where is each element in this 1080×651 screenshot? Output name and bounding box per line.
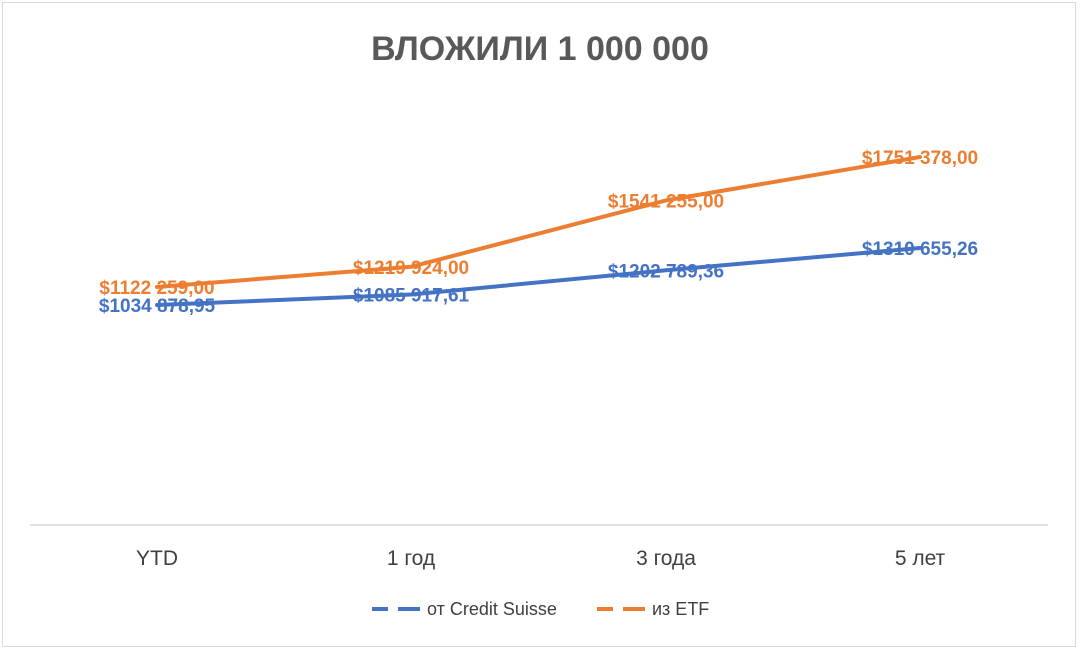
- data-label: $1122 259,00: [99, 278, 214, 299]
- data-label: $1219 924,00: [353, 258, 469, 279]
- data-label: $1751 378,00: [862, 148, 978, 169]
- x-tick-label: 5 лет: [895, 547, 946, 570]
- legend: от Credit Suisse из ETF: [372, 599, 709, 619]
- legend-label: от Credit Suisse: [427, 599, 557, 619]
- data-label: $1202 789,36: [608, 261, 724, 282]
- data-label: $1541 255,00: [608, 191, 724, 212]
- x-tick-label: 3 года: [636, 547, 696, 570]
- x-tick-label: 1 год: [387, 547, 435, 570]
- data-label: $1034 878,95: [99, 296, 216, 317]
- chart-title: ВЛОЖИЛИ 1 000 000: [371, 30, 709, 68]
- data-label: $1085 917,61: [353, 286, 470, 307]
- series-line-1: [155, 155, 922, 289]
- data-label: $1310 655,26: [862, 239, 978, 260]
- legend-label: из ETF: [652, 599, 709, 619]
- series-line-0: [155, 246, 922, 307]
- x-tick-label: YTD: [136, 547, 178, 570]
